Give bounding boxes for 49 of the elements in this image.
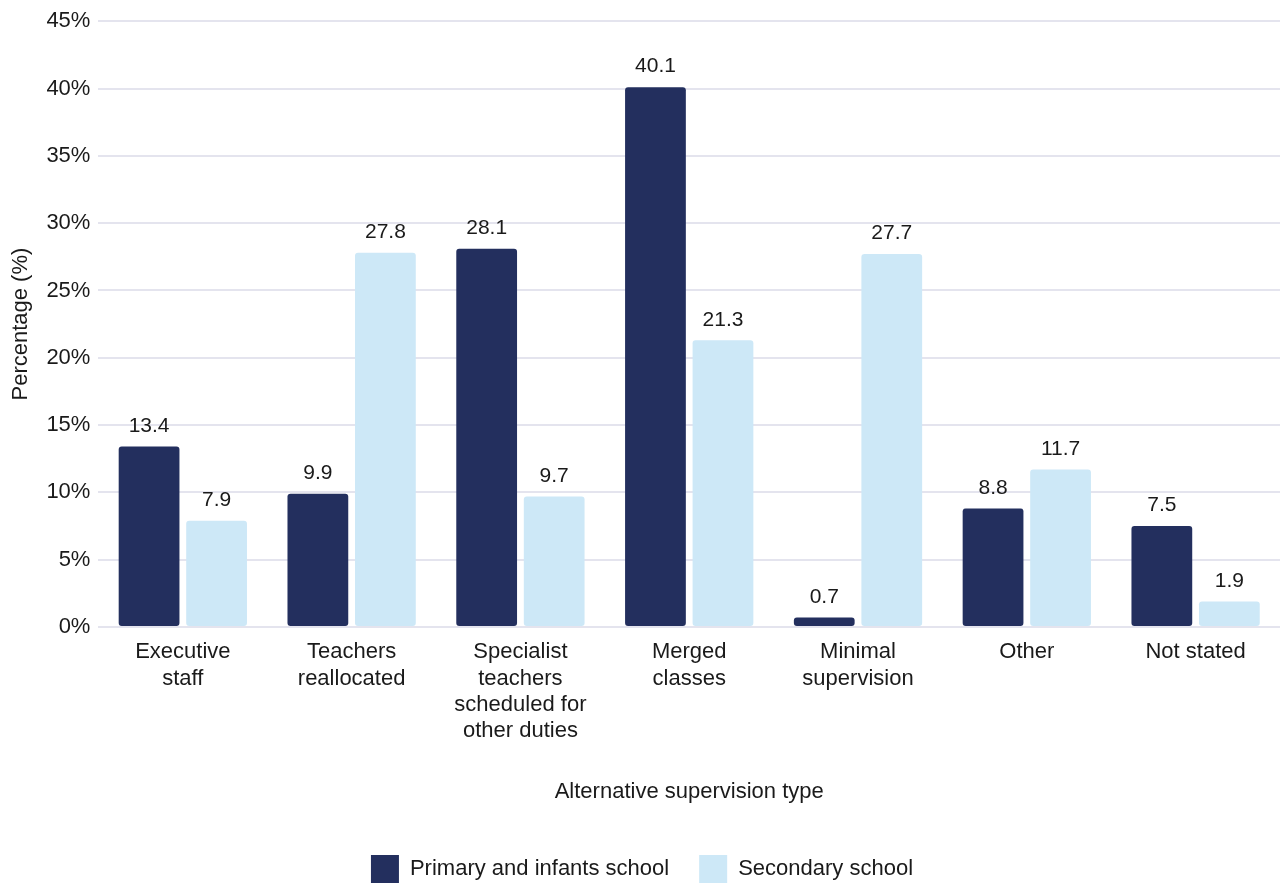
bar [861, 254, 923, 626]
x-tick-label: Not stated [1145, 638, 1246, 664]
bar [793, 617, 855, 626]
bar [625, 87, 686, 626]
x-tick-label: Executive staff [135, 638, 231, 690]
bar [1131, 526, 1193, 626]
data-label: 11.7 [1040, 435, 1081, 459]
data-label: 7.9 [201, 486, 232, 510]
y-tick-label: 0% [58, 613, 91, 639]
y-tick-label: 10% [46, 478, 91, 504]
data-label: 8.8 [978, 474, 1008, 498]
data-label: 28.1 [466, 215, 508, 239]
x-tick-label: Other [999, 638, 1055, 664]
bar [523, 496, 585, 626]
y-tick-label: 35% [46, 141, 91, 167]
x-axis-title: Alternative supervision type [554, 777, 824, 803]
x-tick-label: Merged classes [651, 638, 727, 690]
bar [1198, 601, 1260, 626]
bar [355, 252, 416, 626]
y-tick-label: 5% [58, 545, 91, 571]
data-label: 7.5 [1147, 492, 1177, 516]
x-tick-label: Teachers reallocated [297, 638, 406, 690]
bar [1030, 469, 1091, 626]
legend-label: Primary and infants school [409, 855, 670, 881]
x-tick-label: Specialist teachers scheduled for other duties [454, 638, 587, 743]
y-tick-label: 40% [46, 74, 91, 100]
y-tick-label: 30% [46, 209, 91, 235]
bar [118, 446, 180, 626]
y-tick-label: 45% [46, 7, 91, 33]
data-label: 9.7 [539, 462, 569, 486]
data-label: 27.7 [871, 220, 913, 244]
data-label: 21.3 [702, 306, 744, 330]
legend-label: Secondary school [738, 855, 914, 881]
bar [287, 493, 349, 626]
data-label: 1.9 [1214, 567, 1244, 591]
y-tick-label: 20% [46, 343, 91, 369]
bar [692, 340, 754, 626]
bar [456, 248, 518, 626]
data-label: 0.7 [809, 583, 839, 607]
bar [186, 520, 247, 626]
y-tick-label: 25% [46, 276, 91, 302]
bar [962, 508, 1024, 626]
y-axis-title: Percentage (%) [7, 247, 33, 401]
data-label: 40.1 [635, 53, 676, 77]
data-label: 13.4 [128, 412, 170, 436]
data-label: 27.8 [364, 219, 406, 243]
y-tick-label: 15% [46, 411, 91, 437]
data-label: 9.9 [303, 460, 333, 484]
x-tick-label: Minimal supervision [802, 638, 914, 690]
